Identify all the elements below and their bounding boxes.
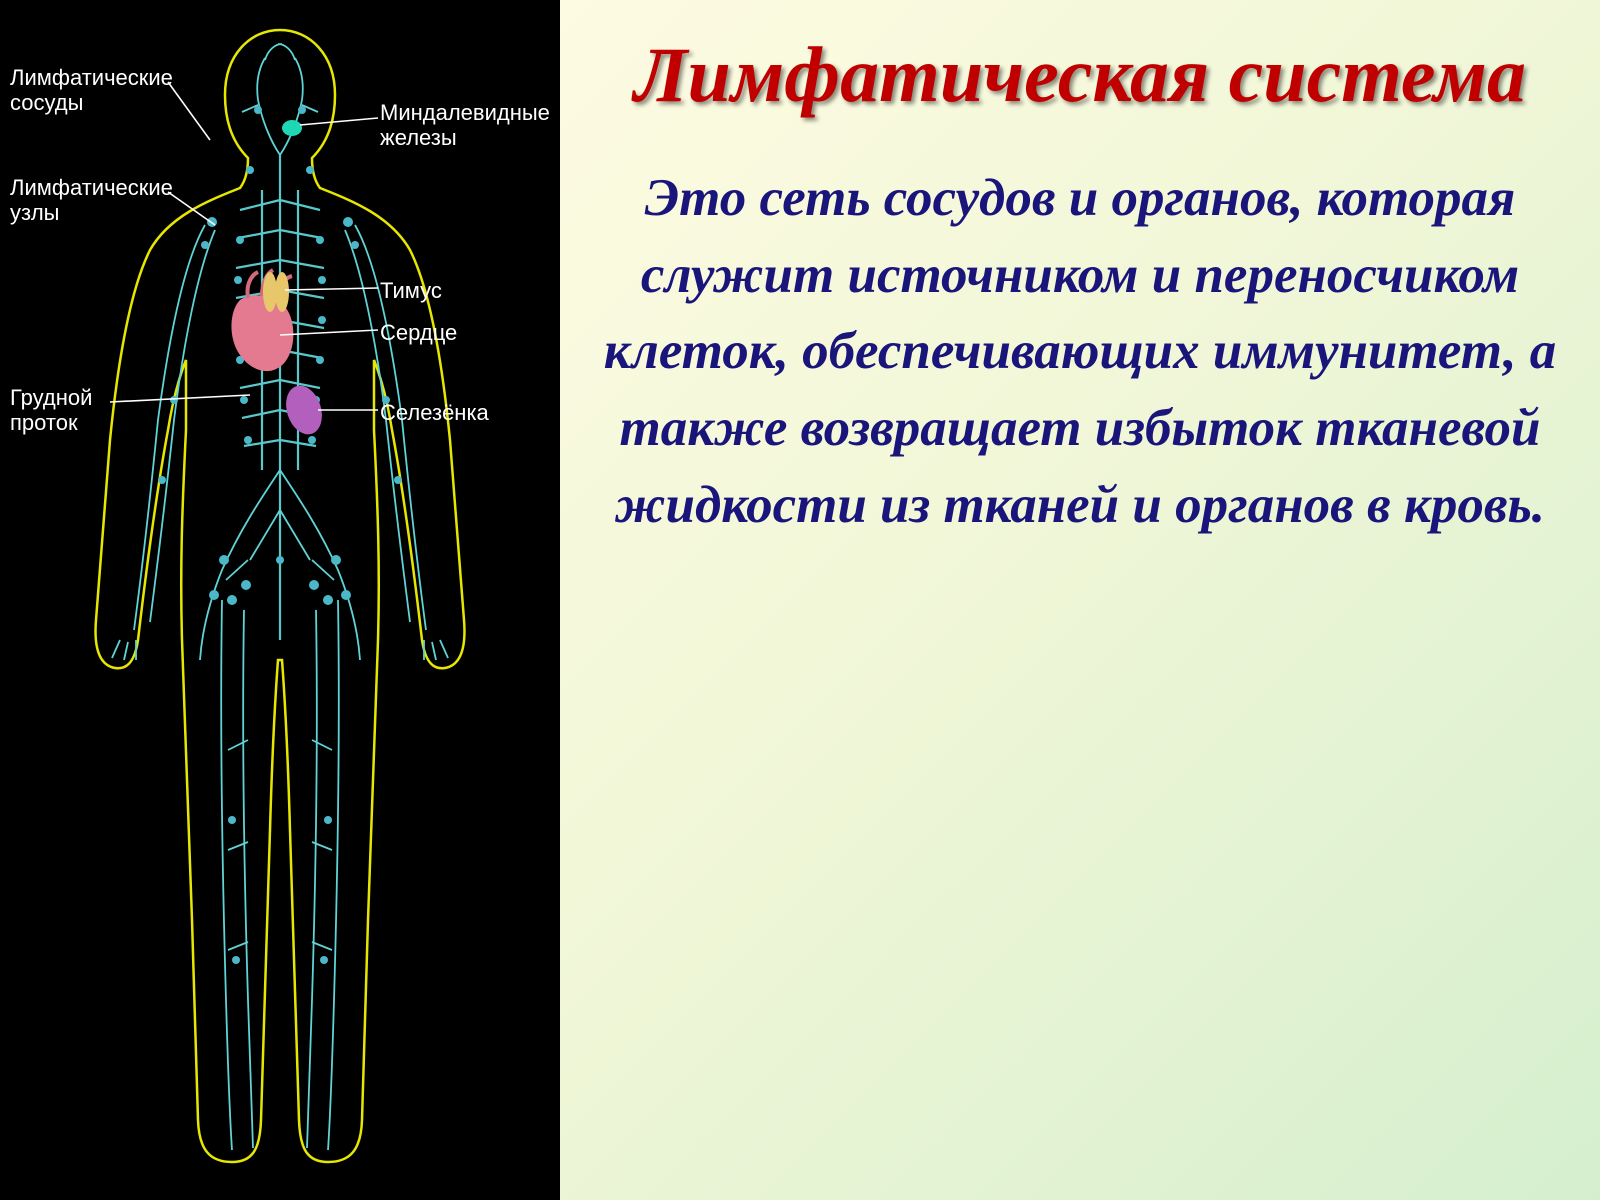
label-spleen: Селезёнка xyxy=(380,400,489,425)
text-panel: Лимфатическая система Это сеть сосудов и… xyxy=(560,0,1600,1200)
label-tonsils: Миндалевидные железы xyxy=(380,100,550,151)
slide-root: Лимфатические сосуды Лимфатические узлы … xyxy=(0,0,1600,1200)
leg-vessels xyxy=(221,600,339,1150)
label-duct: Грудной проток xyxy=(10,385,92,436)
leader-lines xyxy=(110,82,378,410)
label-vessels: Лимфатические сосуды xyxy=(10,65,173,116)
head-vessels xyxy=(242,44,318,155)
label-nodes: Лимфатические узлы xyxy=(10,175,173,226)
slide-body: Это сеть сосудов и органов, которая служ… xyxy=(600,160,1560,544)
label-thymus: Тимус xyxy=(380,278,442,303)
label-heart: Сердце xyxy=(380,320,457,345)
diagram-panel: Лимфатические сосуды Лимфатические узлы … xyxy=(0,0,560,1200)
tonsil-organ xyxy=(282,120,302,136)
slide-title: Лимфатическая система xyxy=(634,30,1526,120)
